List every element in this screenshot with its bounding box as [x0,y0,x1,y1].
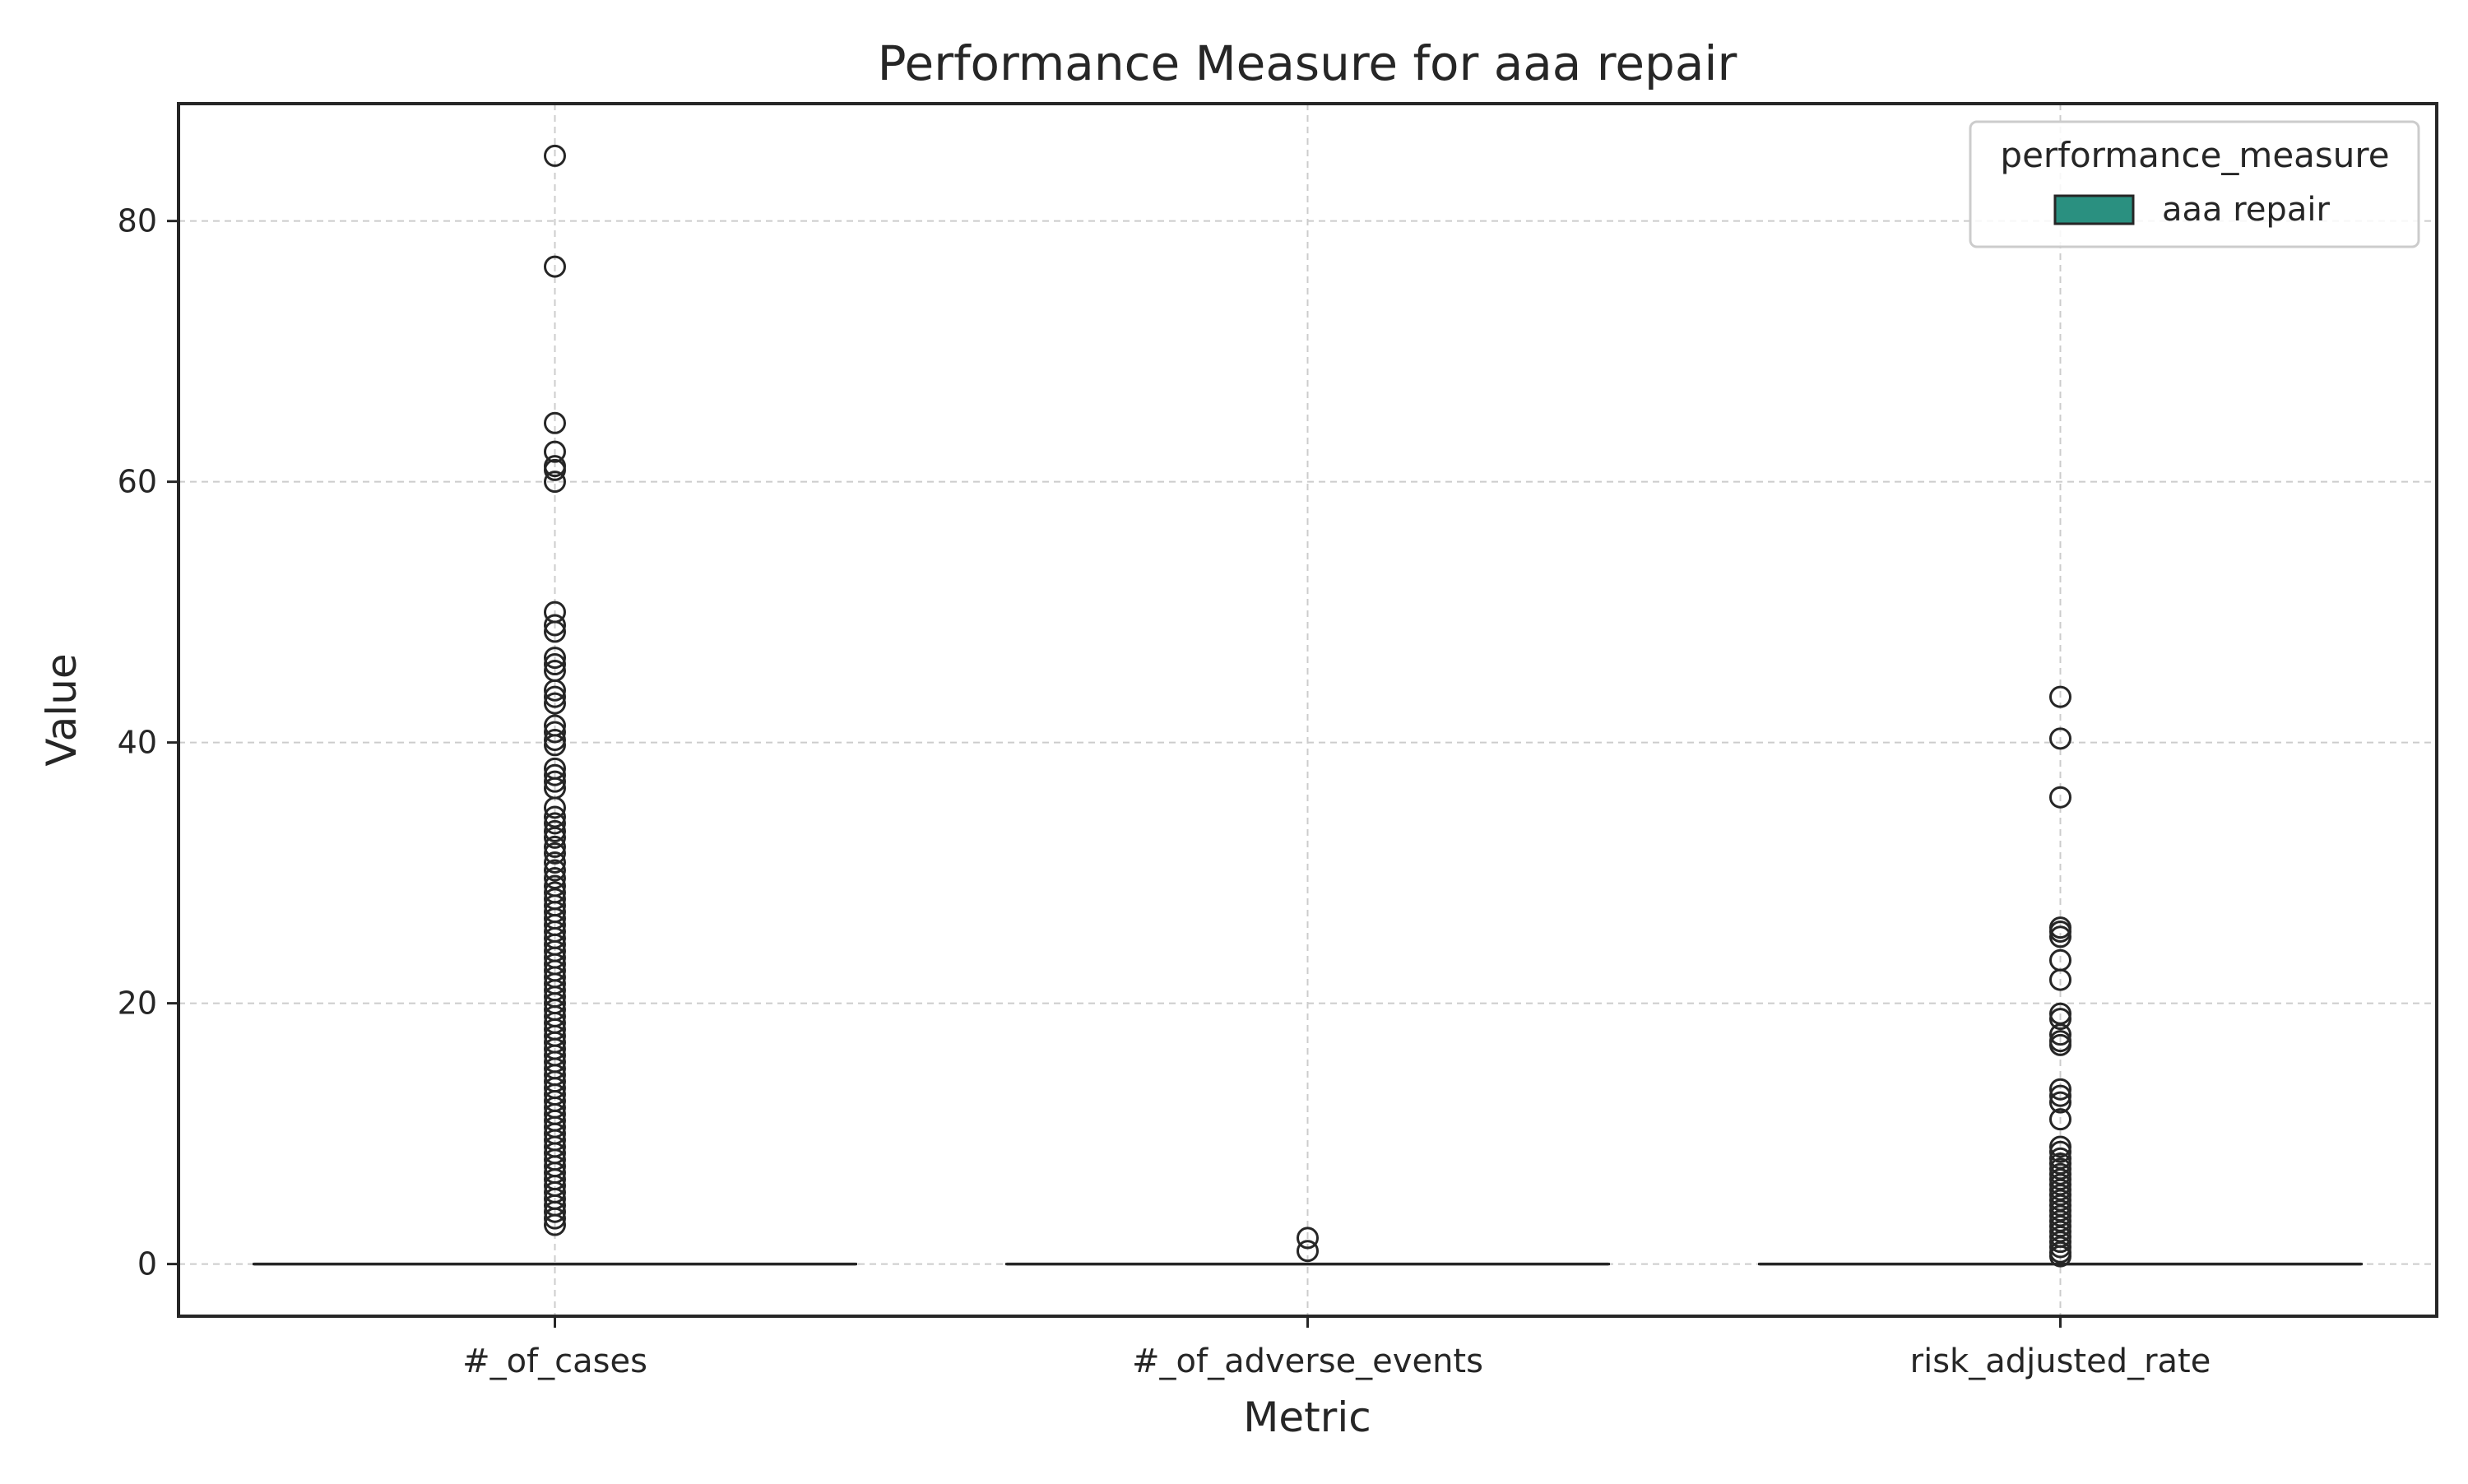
x-tick-label: #_of_adverse_events [1132,1343,1483,1380]
legend: performance_measure aaa repair [1970,122,2419,247]
legend-entry-label: aaa repair [2162,191,2330,229]
y-tick-label: 20 [118,985,157,1022]
chart-title: Performance Measure for aaa repair [878,35,1737,91]
x-tick-label: risk_adjusted_rate [1910,1343,2211,1380]
y-tick-label: 40 [118,725,157,761]
y-axis-label: Value [38,653,86,766]
x-tick-label: #_of_cases [462,1343,647,1380]
y-tick-label: 80 [118,203,157,239]
y-tick-label: 0 [137,1246,157,1282]
y-tick-label: 60 [118,464,157,500]
legend-title: performance_measure [2000,135,2389,175]
legend-swatch [2055,196,2133,224]
x-axis-label: Metric [1243,1394,1371,1441]
